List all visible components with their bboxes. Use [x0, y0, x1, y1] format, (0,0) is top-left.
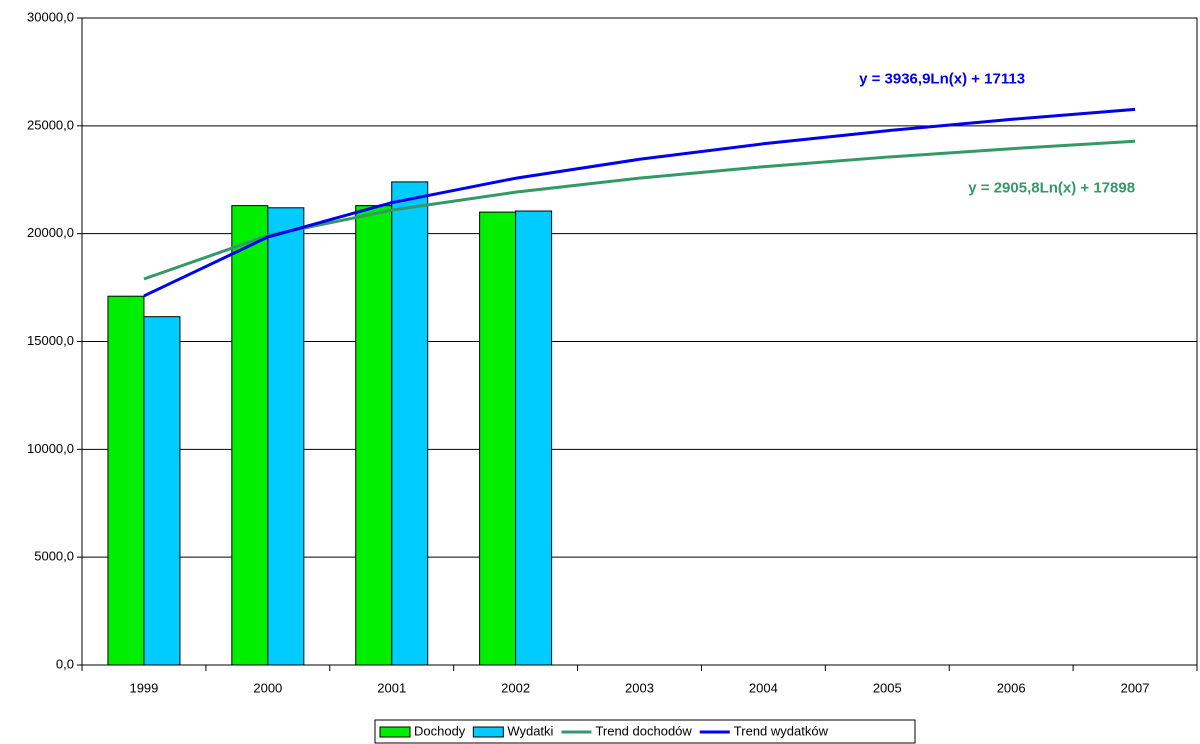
bar [391, 181, 429, 666]
legend-label: Trend dochodów [595, 723, 692, 738]
plot-frame [81, 17, 1198, 666]
bar [479, 211, 517, 666]
bar [107, 295, 145, 666]
trendline-equation: y = 2905,8Ln(x) + 17898 [968, 179, 1135, 196]
bar [267, 207, 305, 666]
x-tick-label: 1999 [129, 680, 158, 695]
x-tick-label: 2001 [377, 680, 406, 695]
x-tick-label: 2007 [1121, 680, 1150, 695]
y-tick-label: 30000,0 [27, 9, 74, 24]
legend-label: Dochody [414, 723, 466, 738]
bar [231, 205, 269, 666]
trendline-equation: y = 3936,9Ln(x) + 17113 [859, 70, 1025, 87]
y-tick-label: 25000,0 [27, 117, 74, 132]
x-tick-label: 2003 [625, 680, 654, 695]
legend-label: Trend wydatków [734, 723, 829, 738]
x-tick-label: 2004 [749, 680, 778, 695]
y-tick-label: 5000,0 [34, 549, 74, 564]
y-tick-label: 15000,0 [27, 333, 74, 348]
x-tick-label: 2002 [501, 680, 530, 695]
trend-line [143, 107, 1136, 298]
legend-label: Wydatki [507, 723, 553, 738]
bar [355, 205, 393, 666]
y-tick-label: 20000,0 [27, 225, 74, 240]
x-tick-label: 2006 [997, 680, 1026, 695]
bar [143, 316, 181, 666]
legend-box [374, 719, 916, 744]
y-tick-label: 10000,0 [27, 441, 74, 456]
bar [515, 210, 553, 666]
legend-swatch [472, 726, 504, 738]
legend-swatch [379, 726, 411, 738]
x-tick-label: 2000 [253, 680, 282, 695]
y-tick-label: 0,0 [56, 656, 74, 671]
x-tick-label: 2005 [873, 680, 902, 695]
